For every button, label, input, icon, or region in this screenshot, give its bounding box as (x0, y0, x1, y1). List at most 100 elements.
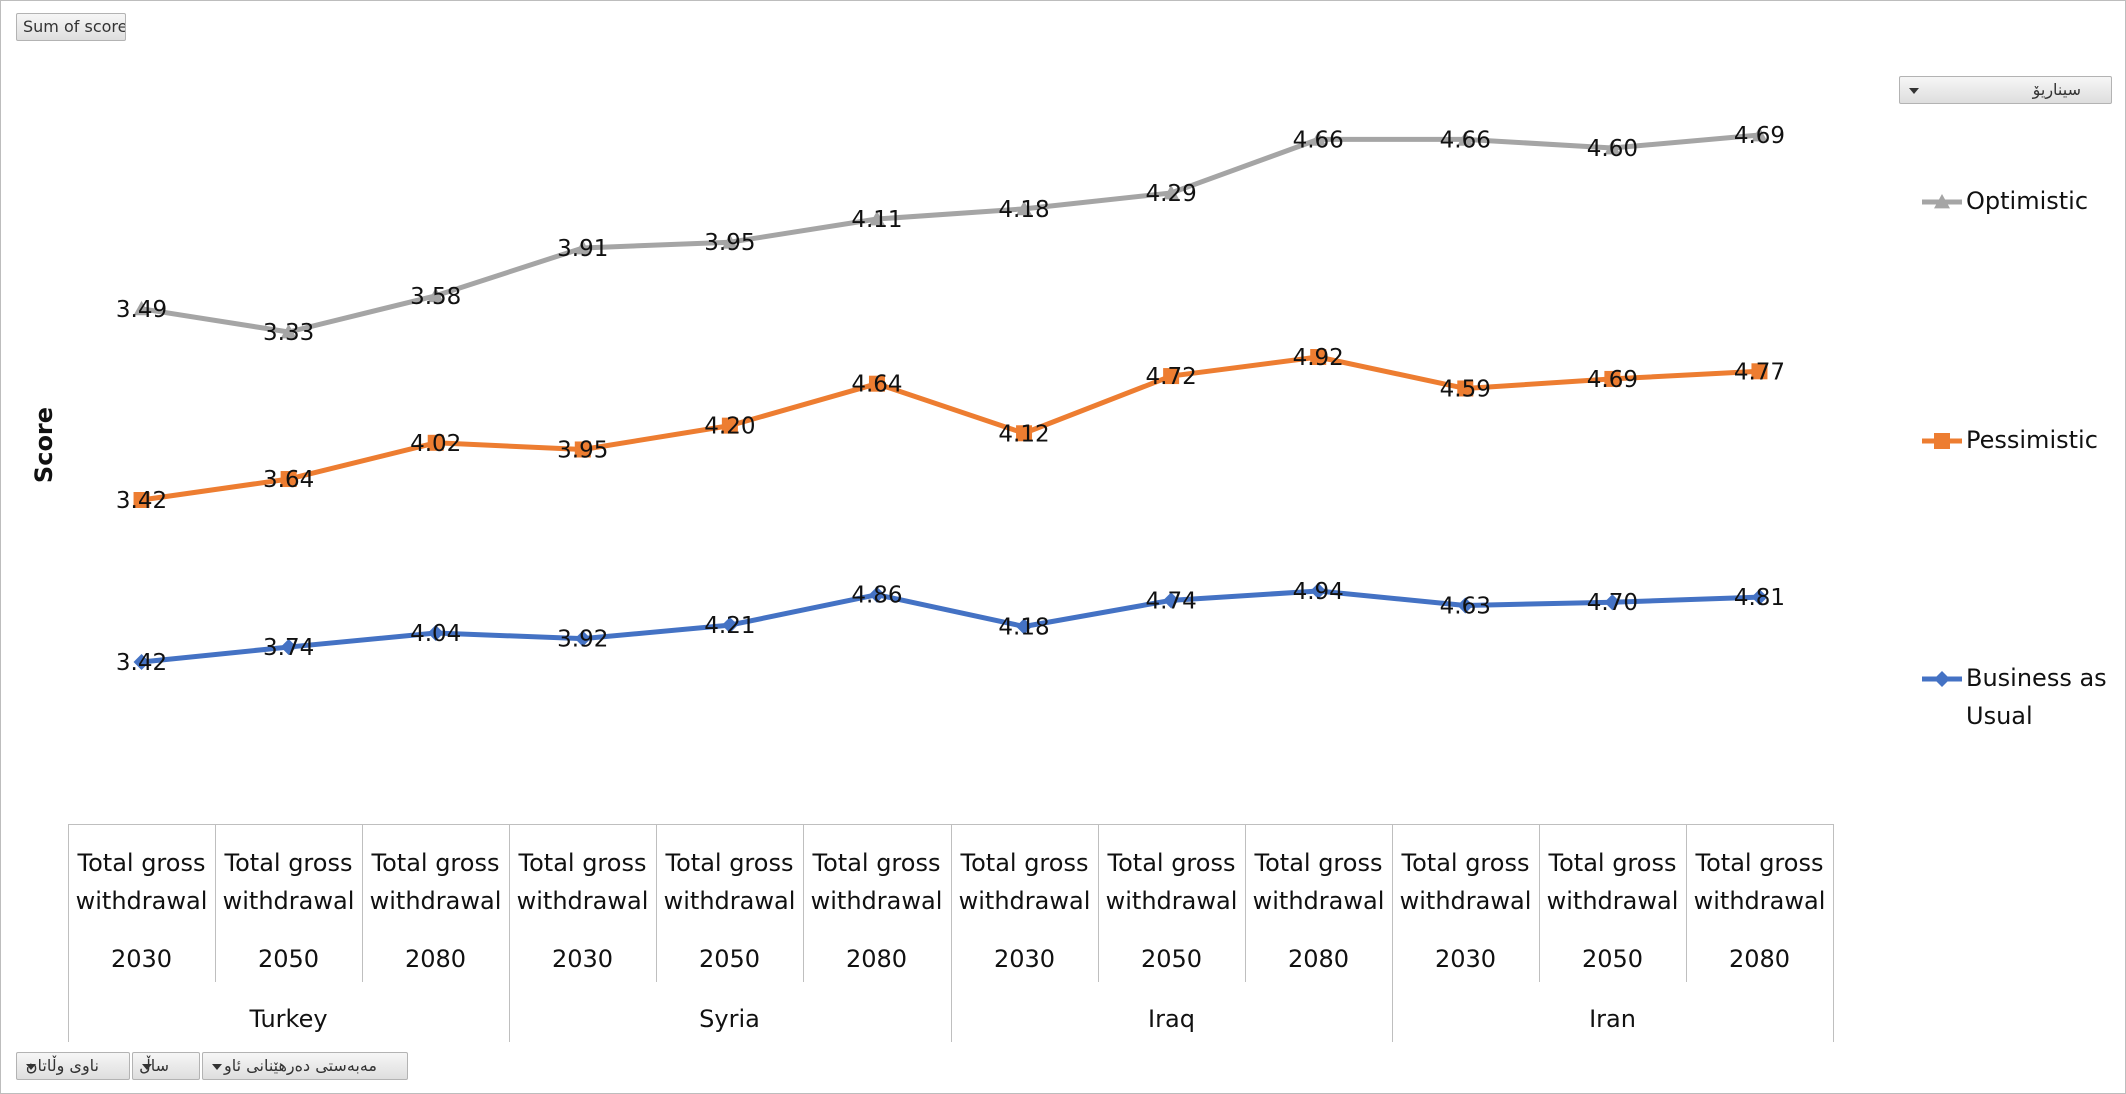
source-filter-button[interactable]: مەبەستی دەرهێنانی ئاو (202, 1052, 408, 1080)
year-label: 2030 (993, 945, 1056, 973)
legend-item-optimistic: Optimistic (1920, 182, 2120, 222)
series-line (139, 588, 1762, 665)
diamond-marker (1751, 589, 1768, 606)
square-marker (1016, 425, 1033, 442)
year-label: 2050 (698, 945, 761, 973)
data-label: 4.20 (704, 414, 755, 440)
square-marker (721, 417, 738, 434)
data-label: 4.11 (851, 207, 902, 233)
triangle-marker (1604, 140, 1621, 155)
diamond-marker (574, 630, 591, 647)
category-tick-label: Total gross withdrawal 2030 (951, 844, 1098, 978)
data-label: 4.94 (1293, 579, 1344, 605)
data-label: 4.69 (1734, 123, 1785, 149)
country-divider (68, 824, 69, 1042)
data-label: 3.33 (263, 320, 314, 346)
diamond-marker (133, 654, 150, 670)
category-tick-label: Total gross withdrawal 2080 (803, 844, 950, 978)
measure-label: Total gross withdrawal (1252, 849, 1385, 915)
square-marker (1310, 349, 1327, 365)
category-tick-label: Total gross withdrawal 2080 (1686, 844, 1833, 978)
series-line (139, 354, 1762, 503)
data-label: 4.12 (998, 421, 1049, 447)
category-tick-label: Total gross withdrawal 2080 (1245, 844, 1392, 978)
legend-swatch (1922, 671, 1962, 687)
category-tick-label: Total gross withdrawal 2080 (362, 844, 509, 978)
country-divider (1833, 824, 1834, 1042)
series-line (139, 132, 1762, 335)
diamond-marker (1310, 583, 1327, 599)
country-divider (509, 824, 510, 1042)
data-label: 3.42 (116, 488, 167, 514)
series-pessimistic: 3.42 3.64 4.02 3.95 4.20 4.64 4.12 4.72 4.92 4.59… (116, 345, 1785, 514)
data-label: 4.29 (1146, 181, 1197, 207)
measure-label: Total gross withdrawal (1399, 849, 1532, 915)
data-label: 4.63 (1440, 593, 1491, 619)
category-divider (215, 824, 216, 982)
data-label: 4.04 (410, 621, 461, 647)
triangle-marker (574, 239, 591, 255)
square-marker (574, 441, 591, 458)
country-divider (951, 824, 952, 1042)
country-label: Turkey (249, 1005, 328, 1033)
data-label: 4.77 (1734, 359, 1785, 385)
data-label: 3.58 (410, 284, 461, 310)
legend-item-pessimistic: Pessimistic (1920, 421, 2120, 461)
data-label: 3.95 (704, 230, 755, 256)
year-label: 2050 (1140, 945, 1203, 973)
triangle-marker (868, 211, 885, 226)
diamond-marker (1016, 618, 1033, 635)
data-label: 4.64 (851, 372, 902, 398)
diamond-marker (721, 617, 738, 634)
triangle-marker (427, 287, 444, 303)
year-label: 2030 (1434, 945, 1497, 973)
year-label: 2030 (551, 945, 614, 973)
year-filter-button[interactable]: ساڵ (132, 1052, 200, 1080)
legend-label: Pessimistic (1966, 426, 2098, 454)
sum-of-score-field-button[interactable]: Sum of score (16, 13, 126, 41)
category-divider (803, 824, 804, 982)
country-filter-button[interactable]: ناوی وڵاتان (16, 1052, 130, 1080)
year-label: 2030 (110, 945, 173, 973)
category-tick-label: Total gross withdrawal 2030 (68, 844, 215, 978)
data-label: 3.91 (557, 236, 608, 262)
year-label: 2080 (1728, 945, 1791, 973)
data-label: 3.49 (116, 297, 167, 323)
square-marker (1934, 433, 1950, 449)
measure-label: Total gross withdrawal (1546, 849, 1679, 915)
category-divider (656, 824, 657, 982)
category-tick-label: Total gross withdrawal 2050 (656, 844, 803, 978)
diamond-marker (1163, 592, 1180, 609)
data-label: 4.66 (1293, 127, 1344, 153)
category-divider (1686, 824, 1687, 982)
data-label: 4.59 (1440, 376, 1491, 402)
triangle-marker (1016, 200, 1033, 216)
scenario-filter-button[interactable]: سیناریۆ (1899, 76, 2112, 104)
square-marker (1751, 363, 1768, 380)
field-button-label: Sum of score (23, 17, 126, 36)
data-label: 4.74 (1146, 588, 1197, 614)
triangle-marker (721, 234, 738, 249)
measure-label: Total gross withdrawal (810, 849, 943, 915)
measure-label: Total gross withdrawal (1105, 849, 1238, 915)
square-marker (427, 434, 444, 451)
triangle-marker (1163, 184, 1180, 200)
legend-label: Optimistic (1966, 187, 2089, 215)
category-divider (1245, 824, 1246, 982)
series-business-as-usual: 3.42 3.74 4.04 3.92 4.21 4.86 4.18 4.74 4.94 4.63… (116, 579, 1785, 676)
data-label: 4.66 (1440, 127, 1491, 153)
country-label: Iraq (1148, 1005, 1195, 1033)
triangle-marker (1457, 131, 1474, 146)
diamond-marker (1934, 671, 1950, 687)
measure-label: Total gross withdrawal (222, 849, 355, 915)
year-label: 2080 (1287, 945, 1350, 973)
data-label: 4.69 (1587, 367, 1638, 393)
measure-label: Total gross withdrawal (1693, 849, 1826, 915)
chevron-down-icon (142, 1064, 152, 1070)
measure-label: Total gross withdrawal (958, 849, 1091, 915)
country-label: Syria (699, 1005, 760, 1033)
data-label: 4.70 (1587, 590, 1638, 616)
legend-item-business-as-usual: Business as Usual (1920, 659, 2120, 730)
square-marker (1604, 370, 1621, 387)
